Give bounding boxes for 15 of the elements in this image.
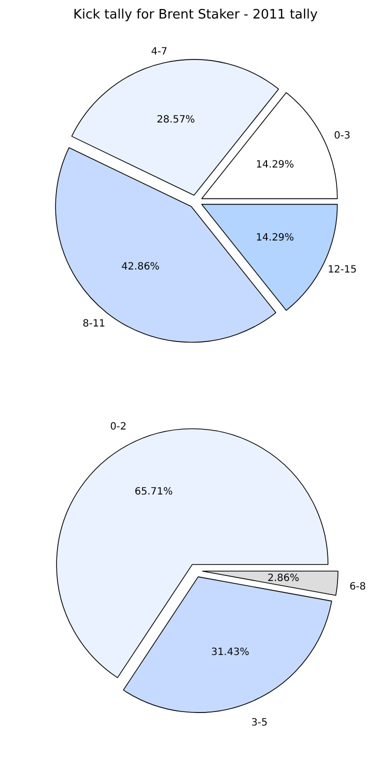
slice-label: 3-5 <box>251 718 268 729</box>
data-label: 14.29% <box>256 160 294 171</box>
chart-title: Kick tally for Brent Staker - 2011 tally <box>73 8 318 22</box>
slice-label: 0-2 <box>110 422 127 433</box>
slice-label: 8-11 <box>82 318 106 330</box>
slice-label: 0-3 <box>334 130 350 142</box>
slice-label: 6-8 <box>350 581 366 592</box>
data-label: 65.71% <box>134 486 173 498</box>
data-label: 14.29% <box>256 232 294 244</box>
slice-label: 4-7 <box>151 46 168 58</box>
data-label: 42.86% <box>121 261 160 272</box>
data-label: 2.86% <box>267 572 300 584</box>
data-label: 28.57% <box>156 114 195 126</box>
slice-label: 12-15 <box>328 264 357 276</box>
data-label: 31.43% <box>211 646 250 658</box>
